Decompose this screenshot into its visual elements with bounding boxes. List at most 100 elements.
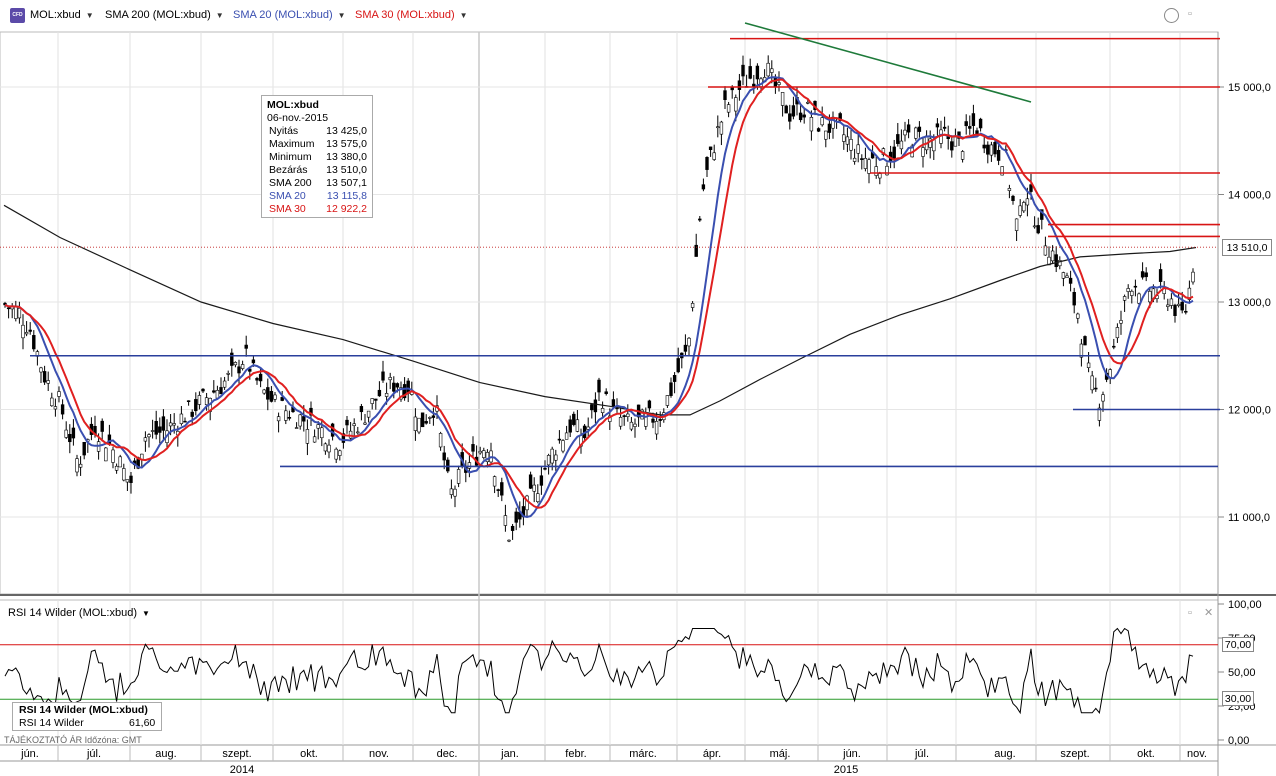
info-row-label: Minimum — [269, 151, 312, 163]
candle-body — [1094, 387, 1098, 390]
candle-body — [640, 409, 644, 420]
candle-body — [683, 344, 688, 352]
candle-body — [258, 373, 263, 382]
candle-body — [359, 406, 364, 413]
candle-body — [1011, 195, 1015, 201]
candle-body — [1029, 184, 1033, 192]
candle-body — [172, 423, 176, 426]
month-label: aug. — [155, 748, 176, 760]
candle-body — [860, 158, 864, 160]
candle-body — [748, 66, 752, 79]
sma30-dropdown[interactable]: SMA 30 (MOL:xbud) ▼ — [355, 9, 468, 21]
candle-body — [28, 329, 32, 332]
clock-icon[interactable] — [1164, 8, 1179, 23]
candle-body — [377, 389, 382, 397]
candle-body — [629, 421, 634, 430]
candle-body — [330, 423, 335, 437]
candle-body — [806, 101, 810, 104]
candle-body — [104, 447, 108, 462]
month-label: jún. — [842, 748, 861, 760]
rsi-close-icon[interactable]: ✕ — [1204, 607, 1214, 619]
candle-body — [1144, 272, 1148, 278]
candle-body — [820, 117, 824, 126]
candle-body — [824, 130, 828, 140]
rsi-header-label: RSI 14 Wilder (MOL:xbud) — [8, 607, 137, 619]
candle-body — [863, 158, 868, 169]
month-label: júl. — [86, 748, 101, 760]
candle-body — [618, 417, 623, 427]
candle-body — [708, 146, 713, 150]
candle-body — [1061, 272, 1066, 279]
month-label: márc. — [629, 748, 657, 760]
candle-body — [982, 144, 986, 149]
candle-body — [766, 62, 770, 77]
footer-info: TÁJÉKOZTATÓ ÁR Időzóna: GMT — [4, 735, 142, 745]
info-row: Nyitás 13 425,0 — [267, 125, 372, 138]
rsi-restore-icon[interactable]: ▫ — [1188, 607, 1192, 619]
ohlc-info-box: MOL:xbud 06-nov.-2015 Nyitás 13 425,0 Maxi… — [261, 95, 373, 218]
candle-body — [604, 391, 608, 394]
rsi-dropdown[interactable]: RSI 14 Wilder (MOL:xbud) ▼ — [8, 607, 150, 619]
candle-body — [143, 437, 148, 442]
candle-body — [75, 458, 79, 473]
candle-body — [39, 367, 43, 373]
candle-body — [694, 244, 698, 257]
candle-body — [284, 410, 288, 421]
sma20-dropdown[interactable]: SMA 20 (MOL:xbud) ▼ — [233, 9, 346, 21]
month-label: szept. — [1060, 748, 1089, 760]
rsi-tick-label: 50,00 — [1228, 667, 1256, 679]
candle-body — [424, 421, 428, 424]
info-row-label: SMA 200 — [269, 177, 312, 189]
candle-body — [222, 380, 227, 388]
candle-body — [770, 68, 774, 73]
candle-body — [395, 383, 400, 388]
candle-body — [1137, 293, 1141, 304]
rsi-tick-label: 0,00 — [1228, 735, 1249, 747]
sma20-line — [4, 76, 1194, 519]
candle-body — [1000, 166, 1004, 176]
candle-body — [986, 144, 990, 155]
candle-body — [287, 417, 292, 419]
candle-body — [586, 426, 590, 430]
candle-body — [1180, 301, 1184, 311]
candle-body — [294, 427, 299, 429]
candle-body — [402, 384, 407, 399]
symbol-dropdown[interactable]: MOL:xbud ▼ — [30, 9, 94, 21]
sma200-dropdown[interactable]: SMA 200 (MOL:xbud) ▼ — [105, 9, 224, 21]
candle-body — [262, 389, 266, 394]
candle-body — [118, 456, 122, 468]
candle-body — [1050, 250, 1055, 262]
candle-body — [1191, 271, 1195, 283]
candle-body — [1176, 303, 1181, 306]
candle-body — [1184, 310, 1188, 313]
candle-body — [442, 452, 446, 461]
candle-body — [237, 366, 241, 374]
candle-body — [255, 378, 259, 381]
candle-body — [957, 131, 961, 139]
candle-body — [190, 411, 194, 417]
rsi-overbought-badge: 70,00 — [1222, 637, 1254, 652]
candle-body — [777, 82, 781, 85]
candle-body — [654, 421, 659, 435]
restore-icon[interactable]: ▫ — [1188, 8, 1192, 20]
candle-body — [827, 123, 832, 133]
month-label: aug. — [994, 748, 1015, 760]
chevron-down-icon: ▼ — [337, 11, 346, 20]
candle-body — [50, 397, 54, 407]
year-label: 2015 — [834, 764, 858, 776]
candle-body — [1065, 275, 1069, 278]
candle-body — [399, 387, 403, 400]
info-row-value: 13 425,0 — [326, 125, 367, 137]
candle-body — [644, 412, 648, 427]
candle-body — [791, 105, 796, 117]
candle-body — [705, 157, 709, 170]
candle-body — [366, 410, 371, 418]
chevron-down-icon: ▼ — [85, 11, 94, 20]
candle-body — [561, 440, 565, 452]
candle-body — [1068, 277, 1073, 284]
candle-body — [186, 400, 191, 403]
candle-body — [244, 344, 248, 349]
candle-body — [471, 444, 475, 452]
candle-body — [467, 462, 472, 469]
candle-body — [845, 136, 850, 145]
